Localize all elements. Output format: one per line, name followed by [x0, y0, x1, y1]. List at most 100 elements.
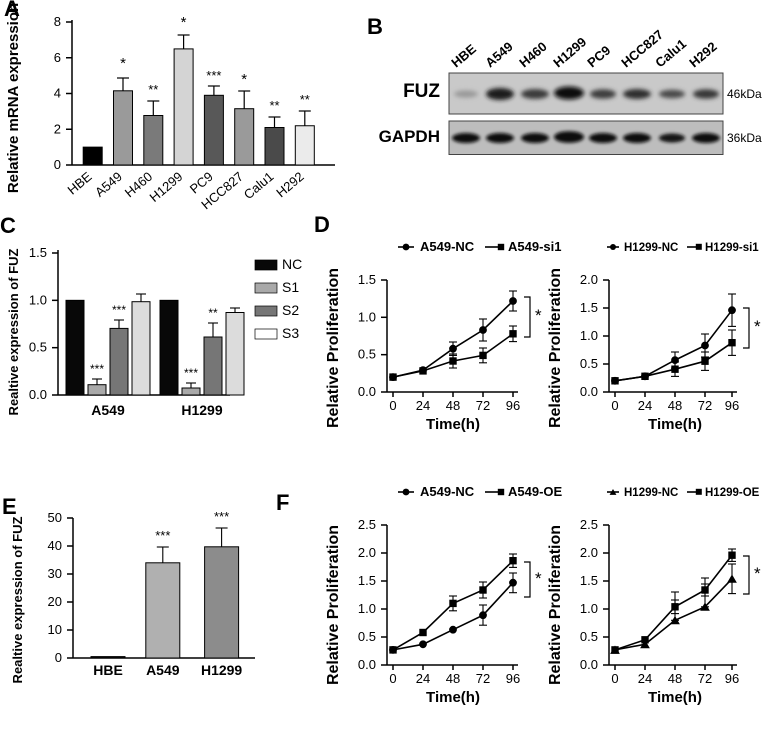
svg-text:*: *	[754, 564, 761, 583]
svg-text:H1299-si1: H1299-si1	[705, 242, 759, 254]
svg-text:A549: A549	[91, 402, 125, 418]
svg-text:24: 24	[638, 398, 652, 413]
svg-text:*: *	[535, 569, 542, 588]
svg-text:HBE: HBE	[448, 41, 479, 70]
svg-text:***: ***	[155, 528, 170, 543]
svg-text:6: 6	[54, 50, 61, 65]
svg-text:A549-NC: A549-NC	[420, 239, 475, 254]
svg-text:A549-OE: A549-OE	[508, 484, 563, 499]
svg-text:Time(h): Time(h)	[426, 689, 480, 706]
svg-text:H292: H292	[273, 169, 306, 200]
svg-text:48: 48	[668, 671, 682, 686]
svg-text:*: *	[120, 55, 126, 72]
svg-text:*: *	[754, 317, 761, 336]
svg-text:A549: A549	[146, 662, 180, 678]
svg-text:Realtive expression of FUZ: Realtive expression of FUZ	[10, 517, 25, 684]
svg-text:48: 48	[446, 398, 460, 413]
svg-text:1.0: 1.0	[358, 309, 376, 324]
svg-text:46kDa: 46kDa	[727, 87, 762, 101]
svg-text:50: 50	[48, 510, 62, 525]
svg-text:*: *	[181, 14, 187, 31]
svg-text:A549-NC: A549-NC	[420, 484, 475, 499]
svg-text:96: 96	[725, 398, 739, 413]
svg-text:Relative mRNA expression: Relative mRNA expression	[5, 3, 22, 193]
svg-text:0: 0	[611, 671, 618, 686]
svg-text:Time(h): Time(h)	[648, 416, 702, 433]
svg-text:0: 0	[55, 650, 62, 665]
svg-text:1.0: 1.0	[580, 328, 598, 343]
svg-text:24: 24	[416, 398, 430, 413]
svg-text:Relative Proliferation: Relative Proliferation	[325, 268, 342, 428]
svg-text:Time(h): Time(h)	[648, 689, 702, 706]
svg-text:10: 10	[48, 622, 62, 637]
svg-text:H1299: H1299	[550, 34, 589, 70]
svg-text:48: 48	[668, 398, 682, 413]
svg-text:30: 30	[48, 566, 62, 581]
svg-text:1.0: 1.0	[580, 601, 598, 616]
svg-text:Relative Proliferation: Relative Proliferation	[325, 525, 342, 685]
svg-text:Relative Proliferation: Relative Proliferation	[547, 268, 564, 428]
svg-text:***: ***	[112, 303, 126, 317]
svg-text:72: 72	[698, 398, 712, 413]
svg-text:8: 8	[54, 14, 61, 29]
svg-text:**: **	[269, 98, 279, 113]
svg-text:2.0: 2.0	[580, 272, 598, 287]
svg-text:0: 0	[389, 398, 396, 413]
svg-text:*: *	[241, 71, 247, 88]
svg-text:***: ***	[206, 68, 221, 83]
svg-text:Relative Proliferation: Relative Proliferation	[547, 525, 564, 685]
svg-text:***: ***	[214, 509, 229, 524]
svg-text:0.0: 0.0	[358, 384, 376, 399]
svg-text:Realtive expression of FUZ: Realtive expression of FUZ	[6, 249, 21, 416]
svg-text:0.5: 0.5	[358, 347, 376, 362]
svg-text:1.5: 1.5	[580, 573, 598, 588]
svg-text:2.5: 2.5	[580, 517, 598, 532]
svg-text:GAPDH: GAPDH	[379, 127, 440, 146]
svg-text:72: 72	[698, 671, 712, 686]
svg-text:1.5: 1.5	[358, 272, 376, 287]
svg-text:H1299: H1299	[181, 402, 222, 418]
svg-text:***: ***	[90, 362, 104, 376]
svg-text:**: **	[208, 306, 218, 320]
svg-text:2.0: 2.0	[358, 545, 376, 560]
svg-text:HBE: HBE	[65, 169, 95, 198]
svg-text:0.0: 0.0	[580, 384, 598, 399]
svg-text:24: 24	[416, 671, 430, 686]
svg-text:1.5: 1.5	[358, 573, 376, 588]
svg-text:0: 0	[611, 398, 618, 413]
svg-text:96: 96	[506, 398, 520, 413]
svg-text:H1299-OE: H1299-OE	[705, 487, 760, 499]
svg-text:H1299: H1299	[147, 169, 186, 205]
svg-text:H460: H460	[516, 39, 549, 70]
svg-text:**: **	[300, 92, 310, 107]
svg-text:48: 48	[446, 671, 460, 686]
svg-text:FUZ: FUZ	[403, 81, 440, 102]
svg-text:0.5: 0.5	[580, 629, 598, 644]
svg-text:20: 20	[48, 594, 62, 609]
svg-text:HBE: HBE	[93, 662, 123, 678]
svg-text:**: **	[148, 82, 158, 97]
svg-text:72: 72	[476, 671, 490, 686]
svg-text:0.0: 0.0	[358, 657, 376, 672]
svg-text:0: 0	[389, 671, 396, 686]
svg-text:H292: H292	[686, 39, 719, 70]
svg-text:PC9: PC9	[584, 43, 613, 71]
svg-text:Time(h): Time(h)	[426, 416, 480, 433]
svg-text:0: 0	[54, 157, 61, 172]
svg-text:0.5: 0.5	[29, 340, 47, 355]
svg-text:Calu1: Calu1	[241, 169, 277, 202]
svg-text:4: 4	[54, 86, 61, 101]
svg-text:1.5: 1.5	[580, 300, 598, 315]
svg-text:1.0: 1.0	[29, 292, 47, 307]
svg-text:*: *	[535, 306, 542, 325]
svg-text:H1299-NC: H1299-NC	[624, 242, 678, 254]
svg-text:A549-si1: A549-si1	[508, 239, 561, 254]
svg-text:A549: A549	[482, 39, 515, 70]
svg-text:1.5: 1.5	[29, 245, 47, 260]
svg-text:1.0: 1.0	[358, 601, 376, 616]
svg-text:96: 96	[725, 671, 739, 686]
svg-text:2.0: 2.0	[580, 545, 598, 560]
svg-text:40: 40	[48, 538, 62, 553]
svg-text:***: ***	[184, 366, 198, 380]
svg-text:H1299-NC: H1299-NC	[624, 487, 678, 499]
